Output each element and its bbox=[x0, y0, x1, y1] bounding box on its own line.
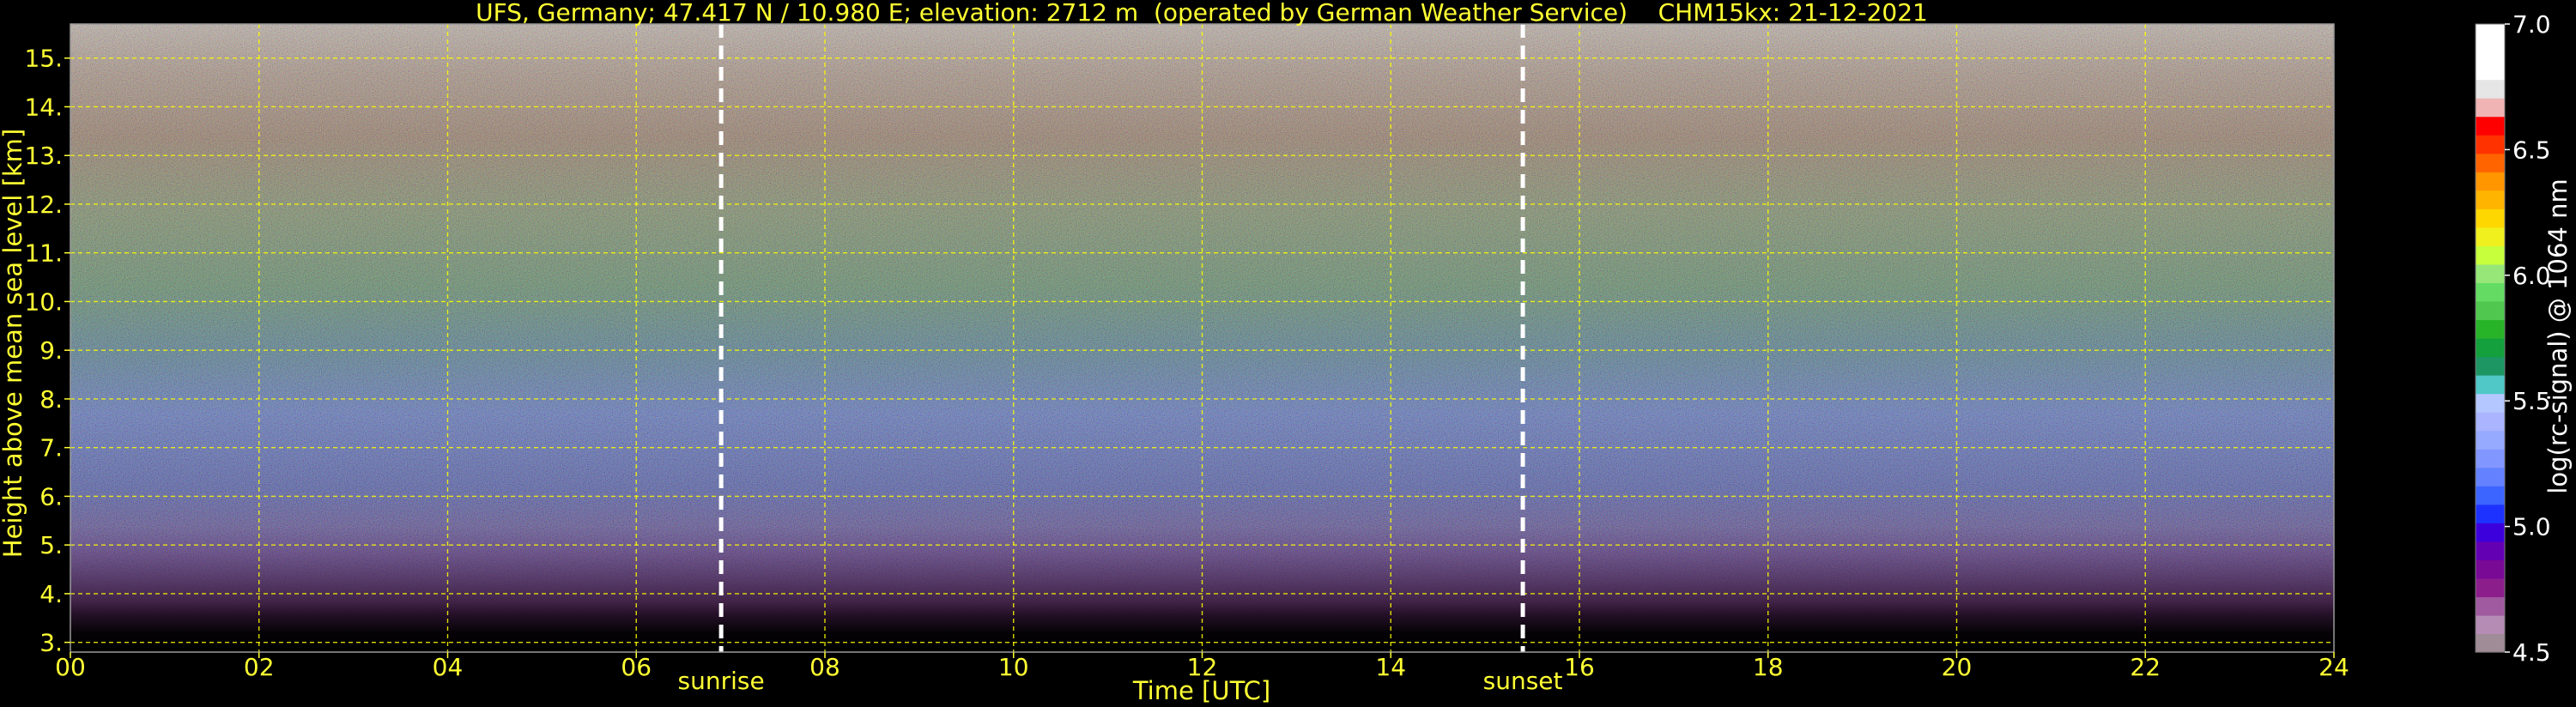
y-tick-label: 5. bbox=[39, 531, 63, 559]
sunrise-label: sunrise bbox=[678, 667, 765, 695]
colorbar-segment bbox=[2476, 300, 2505, 321]
colorbar-border bbox=[2475, 23, 2506, 653]
colorbar-segment bbox=[2476, 338, 2505, 358]
x-tick-label: 20 bbox=[1942, 653, 1973, 681]
y-tick-label: 12. bbox=[24, 190, 63, 219]
colorbar-tick-label: 5.0 bbox=[2512, 513, 2551, 541]
colorbar-segment bbox=[2476, 504, 2505, 523]
y-tick-label: 6. bbox=[39, 482, 63, 511]
colorbar-segment bbox=[2476, 98, 2505, 118]
x-tick-label: 22 bbox=[2130, 653, 2161, 681]
colorbar-segment bbox=[2476, 227, 2505, 246]
colorbar-tick-label: 4.5 bbox=[2512, 638, 2551, 667]
y-tick-label: 13. bbox=[24, 142, 63, 170]
colorbar-segment bbox=[2476, 116, 2505, 136]
x-tick-label: 18 bbox=[1753, 653, 1784, 681]
colorbar-segment bbox=[2476, 486, 2505, 505]
colorbar-segment bbox=[2476, 467, 2505, 486]
colorbar-tick-label: 7.0 bbox=[2512, 10, 2551, 39]
colorbar-segment bbox=[2476, 412, 2505, 432]
chart-title: UFS, Germany; 47.417 N / 10.980 E; eleva… bbox=[476, 0, 1928, 27]
colorbar-segment bbox=[2476, 282, 2505, 302]
y-tick-label: 10. bbox=[24, 287, 63, 316]
grid bbox=[70, 24, 2334, 652]
colorbar-segment bbox=[2476, 559, 2505, 579]
x-tick-label: 14 bbox=[1375, 653, 1406, 681]
colorbar-segment bbox=[2476, 79, 2505, 99]
colorbar-segment bbox=[2476, 393, 2505, 413]
colorbar-segment bbox=[2476, 61, 2505, 81]
colorbar-segment bbox=[2476, 375, 2505, 395]
x-tick-label: 00 bbox=[55, 653, 86, 681]
sunset-label: sunset bbox=[1483, 667, 1563, 695]
colorbar-label: log(rc-signal) @ 1064 nm bbox=[2543, 178, 2573, 493]
colorbar-segment bbox=[2476, 263, 2505, 284]
x-tick-label: 12 bbox=[1187, 653, 1218, 681]
y-tick-label: 9. bbox=[39, 336, 63, 365]
y-tick-label: 4. bbox=[39, 580, 63, 608]
x-tick-label: 06 bbox=[621, 653, 652, 681]
y-tick-label: 7. bbox=[39, 434, 63, 462]
y-tick-label: 3. bbox=[39, 629, 63, 657]
colorbar-ticks: 4.5 5.0 5.5 6.0 6.5 7.0 bbox=[2505, 10, 2551, 667]
colorbar-segment bbox=[2476, 172, 2505, 191]
colorbar-segment bbox=[2476, 523, 2505, 542]
colorbar-segment bbox=[2476, 24, 2505, 44]
x-axis-ticks: 00 02 04 06 08 10 12 14 16 18 20 22 24 bbox=[55, 652, 2349, 681]
y-tick-label: 8. bbox=[39, 385, 63, 414]
colorbar-segment bbox=[2476, 614, 2505, 635]
y-axis-label: Height above mean sea level [km] bbox=[0, 129, 27, 558]
colorbar-segment bbox=[2476, 135, 2505, 154]
event-markers: sunrise sunset bbox=[678, 24, 1563, 695]
colorbar-segment bbox=[2476, 449, 2505, 468]
y-axis-ticks: 3. 4. 5. 6. 7. 8. 9. 10. 11. 12. 13. 14. 15. bbox=[24, 45, 70, 657]
colorbar-tick-label: 6.0 bbox=[2512, 262, 2551, 290]
x-tick-label: 10 bbox=[998, 653, 1029, 681]
colorbar-segment bbox=[2476, 245, 2505, 265]
x-tick-label: 04 bbox=[433, 653, 464, 681]
colorbar-segment bbox=[2476, 42, 2505, 62]
colorbar-segment bbox=[2476, 541, 2505, 560]
x-axis-label: Time [UTC] bbox=[1132, 676, 1270, 705]
colorbar-segment bbox=[2476, 430, 2505, 450]
x-tick-label: 24 bbox=[2318, 653, 2349, 681]
x-tick-label: 02 bbox=[244, 653, 275, 681]
y-tick-label: 15. bbox=[24, 45, 63, 73]
colorbar-segment bbox=[2476, 577, 2505, 598]
colorbar-segment bbox=[2476, 633, 2505, 653]
x-tick-label: 08 bbox=[809, 653, 840, 681]
y-tick-label: 11. bbox=[24, 239, 63, 268]
colorbar-segment bbox=[2476, 153, 2505, 172]
colorbar-tick-label: 5.5 bbox=[2512, 387, 2551, 415]
colorbar-segment bbox=[2476, 356, 2505, 376]
y-tick-label: 14. bbox=[24, 93, 63, 121]
colorbar-tick-label: 6.5 bbox=[2512, 136, 2551, 164]
colorbar-segment bbox=[2476, 319, 2505, 339]
colorbar-segment bbox=[2476, 596, 2505, 616]
x-tick-label: 16 bbox=[1564, 653, 1595, 681]
colorbar-segment bbox=[2476, 190, 2505, 209]
colorbar bbox=[2475, 23, 2506, 653]
colorbar-segment bbox=[2476, 208, 2505, 228]
